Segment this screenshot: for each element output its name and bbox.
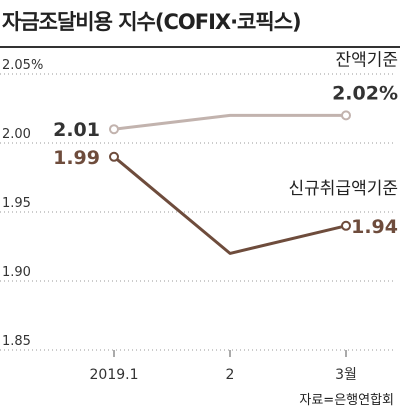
data-label: 1.99 [53, 147, 100, 169]
x-tick-label: 3월 [335, 367, 357, 383]
data-point [341, 110, 351, 121]
series-line [113, 155, 347, 255]
title-rule [0, 46, 400, 48]
y-tick-label: 1.95 [2, 196, 31, 211]
chart-title: 자금조달비용 지수(COFIX·코픽스) [2, 10, 302, 34]
y-axis-ticks: 2.05% 2.00 1.95 1.90 1.85 [2, 58, 43, 349]
x-axis-ticks: 2019.1 2 3월 [90, 350, 357, 383]
x-tick-label: 2019.1 [90, 367, 139, 383]
y-tick-label: 2.05% [2, 58, 43, 73]
y-tick-label: 1.85 [2, 334, 31, 349]
data-label: 2.01 [53, 119, 100, 141]
data-point [109, 124, 119, 135]
x-tick-label: 2 [226, 367, 235, 383]
data-label: 1.94 [351, 216, 398, 238]
series-name-label: 신규취급액기준 [289, 179, 398, 199]
data-point [341, 220, 351, 231]
gridlines [0, 73, 394, 351]
data-label: 2.02% [332, 82, 398, 104]
series-labels: 2.01 잔액기준 2.02% 1.99 신규취급액기준 1.94 [53, 50, 398, 237]
series-line [113, 113, 346, 131]
series-lines [109, 110, 351, 255]
y-tick-label: 1.90 [2, 265, 31, 280]
series-name-label: 잔액기준 [335, 50, 398, 70]
data-point [109, 151, 119, 162]
source-note: 자료=은행연합회 [299, 393, 394, 408]
y-tick-label: 2.00 [2, 127, 31, 142]
